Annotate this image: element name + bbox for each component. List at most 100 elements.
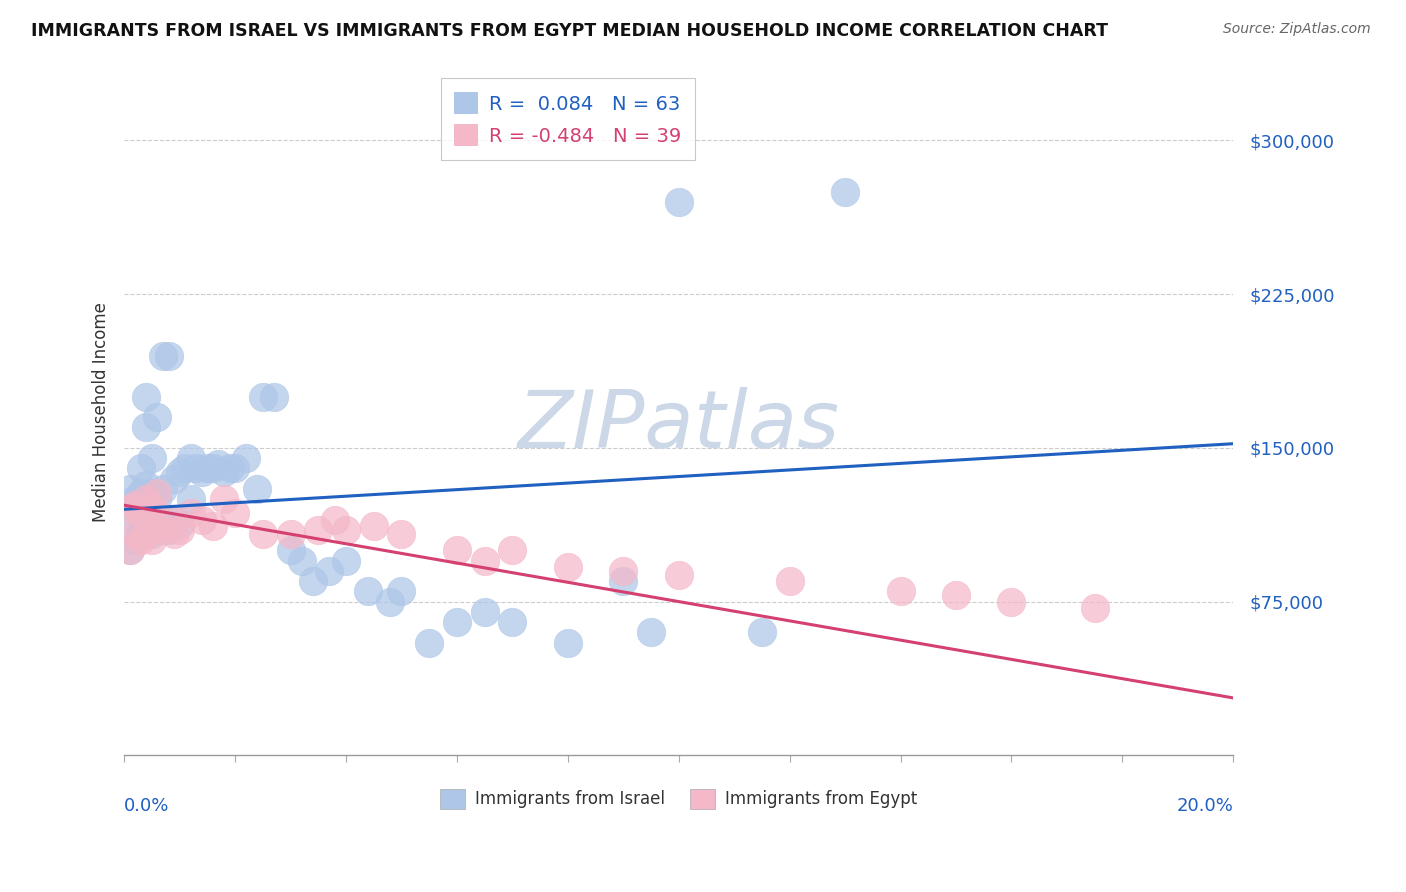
Point (163, 527, 186, 541)
Point (207, 457, 229, 471)
Point (945, 589, 967, 603)
Point (146, 518, 169, 533)
Point (218, 461, 240, 475)
Point (157, 349, 180, 363)
Point (668, 568, 690, 582)
Point (124, 498, 146, 512)
Point (146, 491, 169, 506)
Point (501, 543, 523, 558)
Point (252, 390, 274, 404)
Text: 20.0%: 20.0% (1177, 797, 1233, 814)
Point (124, 512, 146, 526)
Point (129, 486, 152, 500)
Point (118, 543, 141, 558)
Point (129, 461, 152, 475)
Point (191, 466, 214, 480)
Point (212, 466, 235, 480)
Point (779, 574, 801, 588)
Point (235, 451, 257, 466)
Point (180, 491, 202, 506)
Point (263, 390, 285, 404)
Point (224, 507, 246, 521)
Point (152, 523, 174, 537)
Point (129, 533, 152, 547)
Point (135, 498, 157, 512)
Point (152, 512, 174, 526)
Point (335, 553, 357, 567)
Point (501, 615, 523, 629)
Point (640, 625, 662, 640)
Point (152, 349, 174, 363)
Point (612, 574, 634, 588)
Point (141, 533, 163, 547)
Point (186, 461, 208, 475)
Point (557, 559, 579, 574)
Point (418, 635, 440, 649)
Point (163, 472, 186, 486)
Point (474, 605, 496, 619)
Text: ZIPatlas: ZIPatlas (517, 386, 839, 465)
Point (252, 527, 274, 541)
Point (191, 512, 214, 526)
Point (124, 533, 146, 547)
Point (201, 518, 224, 533)
Point (169, 466, 191, 480)
Point (135, 420, 157, 434)
Point (318, 564, 340, 578)
Y-axis label: Median Household Income: Median Household Income (93, 302, 110, 522)
Point (129, 507, 152, 521)
Point (446, 543, 468, 558)
Point (157, 512, 180, 526)
Point (1000, 594, 1022, 608)
Point (391, 584, 413, 599)
Point (446, 615, 468, 629)
Point (163, 512, 186, 526)
Point (180, 451, 202, 466)
Point (141, 527, 163, 541)
Text: IMMIGRANTS FROM ISRAEL VS IMMIGRANTS FROM EGYPT MEDIAN HOUSEHOLD INCOME CORRELAT: IMMIGRANTS FROM ISRAEL VS IMMIGRANTS FRO… (31, 22, 1108, 40)
Text: Source: ZipAtlas.com: Source: ZipAtlas.com (1223, 22, 1371, 37)
Point (141, 486, 163, 500)
Point (118, 502, 141, 516)
Point (668, 194, 690, 209)
Point (118, 482, 141, 496)
Point (146, 410, 169, 425)
Point (157, 523, 180, 537)
Point (307, 523, 329, 537)
Point (180, 507, 202, 521)
Point (118, 543, 141, 558)
Point (141, 502, 163, 516)
Point (129, 527, 152, 541)
Point (135, 491, 157, 506)
Point (280, 543, 302, 558)
Legend: R =  0.084   N = 63, R = -0.484   N = 39: R = 0.084 N = 63, R = -0.484 N = 39 (440, 78, 695, 160)
Point (152, 482, 174, 496)
Point (612, 564, 634, 578)
Point (291, 553, 314, 567)
Point (380, 594, 402, 608)
Point (169, 523, 191, 537)
Point (391, 527, 413, 541)
Point (135, 477, 157, 491)
Point (146, 523, 169, 537)
Point (323, 512, 346, 526)
Point (197, 461, 219, 475)
Point (135, 518, 157, 533)
Point (280, 527, 302, 541)
Point (124, 491, 146, 506)
Point (357, 584, 380, 599)
Point (363, 518, 385, 533)
Point (246, 482, 269, 496)
Point (890, 584, 912, 599)
Point (1084, 600, 1107, 615)
Text: 0.0%: 0.0% (124, 797, 170, 814)
Point (474, 553, 496, 567)
Point (146, 486, 169, 500)
Point (834, 185, 856, 199)
Point (201, 461, 224, 475)
Point (129, 507, 152, 521)
Point (557, 635, 579, 649)
Point (174, 461, 197, 475)
Point (335, 523, 357, 537)
Point (141, 451, 163, 466)
